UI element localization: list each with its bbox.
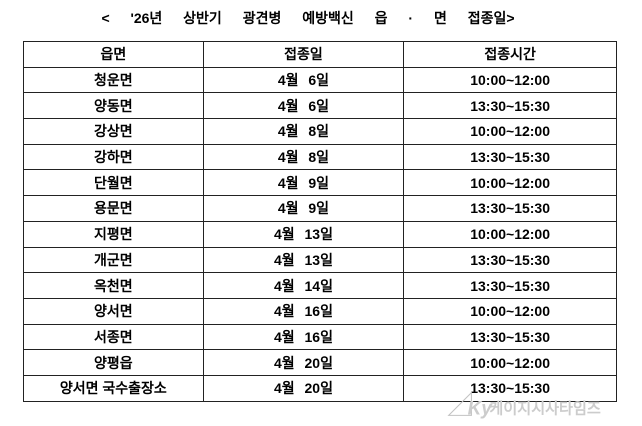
svg-text:케이지시사타임즈: 케이지시사타임즈: [489, 400, 601, 417]
